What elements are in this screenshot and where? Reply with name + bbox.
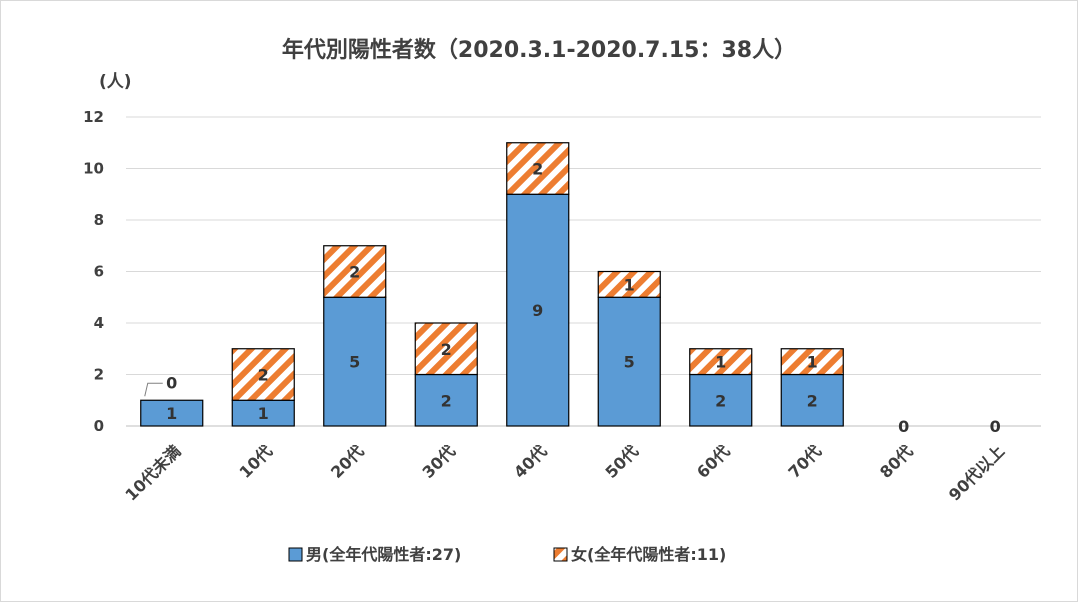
legend-label: 男(全年代陽性者:27): [306, 545, 461, 564]
y-tick-label: 12: [83, 108, 104, 126]
y-tick-label: 2: [94, 366, 104, 384]
data-label-male: 0: [898, 417, 909, 436]
bar-male: [689, 373, 753, 427]
data-label-male: 5: [624, 353, 635, 372]
data-label-male: 2: [715, 391, 726, 410]
bar-female: [780, 348, 844, 376]
bar-male: [323, 296, 387, 427]
y-tick-label: 10: [83, 160, 104, 178]
x-tick-label: 80代: [876, 441, 917, 482]
bar-male: [231, 399, 295, 427]
data-label-male: 5: [349, 353, 360, 372]
data-label-female: 0: [166, 373, 177, 392]
x-tick-label: 10代: [236, 441, 277, 482]
legend: 男(全年代陽性者:27) 女(全年代陽性者:11): [288, 545, 726, 564]
bar-male: [597, 296, 661, 427]
data-label-male: 2: [441, 391, 452, 410]
data-labels: 1 0 1 2 5 2 2 2 9 2 5 1 2 1 2 1 0 0: [144, 160, 1001, 436]
y-axis-unit-label: (人): [99, 72, 132, 92]
data-label-female: 1: [807, 353, 818, 372]
data-label-female: 2: [258, 366, 269, 385]
bar-female: [323, 245, 387, 298]
data-label-female: 1: [715, 353, 726, 372]
y-tick-label: 4: [94, 314, 104, 332]
data-label-male: 1: [258, 404, 269, 423]
data-label-female: 2: [532, 160, 543, 179]
bar-male: [140, 399, 204, 427]
x-tick-label: 30代: [419, 441, 460, 482]
leader-line: [144, 382, 163, 397]
x-tick-label: 70代: [785, 441, 826, 482]
bar-female: [414, 322, 478, 376]
legend-label: 女(全年代陽性者:11): [571, 545, 726, 564]
y-tick-label: 8: [94, 211, 104, 229]
bar-male: [780, 373, 844, 427]
x-tick-label: 10代未満: [121, 441, 184, 504]
x-axis-ticks: 10代未満 10代 20代 30代 40代 50代 60代 70代 80代 90代以上: [121, 441, 1008, 504]
chart-title: 年代別陽性者数（2020.3.1-2020.7.15：38人）: [282, 37, 796, 63]
y-tick-label: 6: [94, 263, 104, 281]
x-tick-label: 40代: [510, 441, 551, 482]
x-tick-label: 90代以上: [945, 441, 1008, 504]
data-label-female: 2: [441, 340, 452, 359]
data-label-male: 0: [990, 417, 1001, 436]
bar-female: [689, 348, 753, 376]
x-tick-label: 60代: [693, 441, 734, 482]
data-label-male: 1: [166, 404, 177, 423]
data-label-female: 1: [624, 275, 635, 294]
data-label-male: 9: [532, 301, 543, 320]
x-tick-label: 50代: [602, 441, 643, 482]
legend-swatch: [288, 547, 303, 562]
bar-female: [597, 270, 661, 298]
bar-male: [506, 193, 570, 427]
x-tick-label: 20代: [327, 441, 368, 482]
data-label-male: 2: [807, 391, 818, 410]
bar-male: [414, 373, 478, 427]
bars: [140, 142, 844, 427]
y-axis-ticks: 0 2 4 6 8 10 12: [83, 108, 104, 435]
legend-swatch: [553, 547, 568, 562]
bar-female: [506, 142, 570, 195]
bar-female: [231, 348, 295, 401]
data-label-female: 2: [349, 263, 360, 282]
y-tick-label: 0: [94, 417, 104, 435]
